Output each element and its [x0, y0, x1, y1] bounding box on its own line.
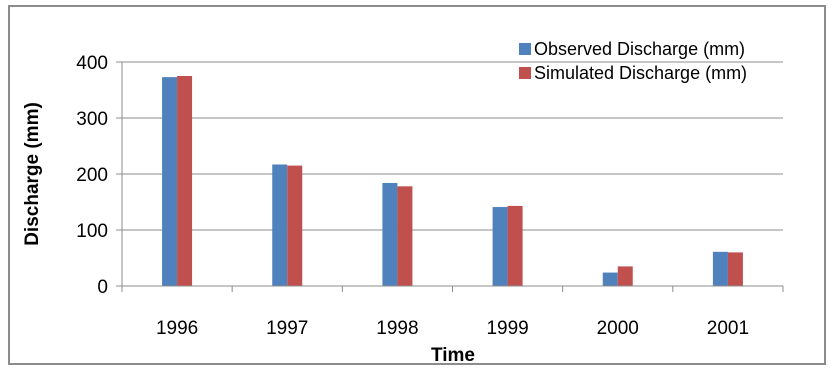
x-tick-label-1996: 1996	[156, 318, 198, 339]
bar-simulated-1996	[177, 76, 193, 286]
bar-observed-1999	[492, 207, 508, 286]
y-tick-label-200: 200	[76, 165, 108, 186]
y-tick-label-400: 400	[76, 53, 108, 74]
bar-observed-1997	[272, 164, 288, 286]
x-tick-labels: 1996 1997 1998 1999 2000 2001	[156, 318, 749, 339]
x-tick-label-2001: 2001	[707, 318, 749, 339]
bar-observed-2000	[602, 272, 618, 286]
bar-simulated-2001	[727, 252, 743, 286]
bar-observed-1996	[162, 77, 178, 287]
bar-observed-2001	[712, 251, 728, 286]
bar-observed-1998	[382, 182, 398, 286]
bar-simulated-2000	[617, 266, 633, 286]
legend-label-simulated: Simulated Discharge (mm)	[534, 63, 747, 83]
chart-frame	[8, 5, 826, 365]
x-axis-title: Time	[431, 345, 475, 366]
y-tick-label-100: 100	[76, 221, 108, 242]
bar-simulated-1999	[507, 205, 523, 286]
legend: Observed Discharge (mm) Simulated Dischar…	[519, 39, 747, 83]
bars	[162, 76, 743, 287]
legend-label-observed: Observed Discharge (mm)	[534, 39, 745, 59]
y-tick-labels: 0 100 200 300 400	[76, 53, 108, 298]
legend-swatch-observed	[519, 43, 531, 55]
axes	[116, 61, 784, 292]
x-tick-label-2000: 2000	[597, 318, 639, 339]
x-tick-label-1999: 1999	[486, 318, 528, 339]
bar-simulated-1998	[397, 186, 413, 286]
gridlines	[122, 61, 783, 231]
y-tick-label-300: 300	[76, 109, 108, 130]
y-tick-label-0: 0	[97, 277, 108, 298]
x-tick-label-1998: 1998	[376, 318, 418, 339]
y-axis-title: Discharge (mm)	[22, 102, 43, 246]
bar-simulated-1997	[287, 165, 303, 286]
legend-swatch-simulated	[519, 67, 531, 79]
x-tick-label-1997: 1997	[266, 318, 308, 339]
